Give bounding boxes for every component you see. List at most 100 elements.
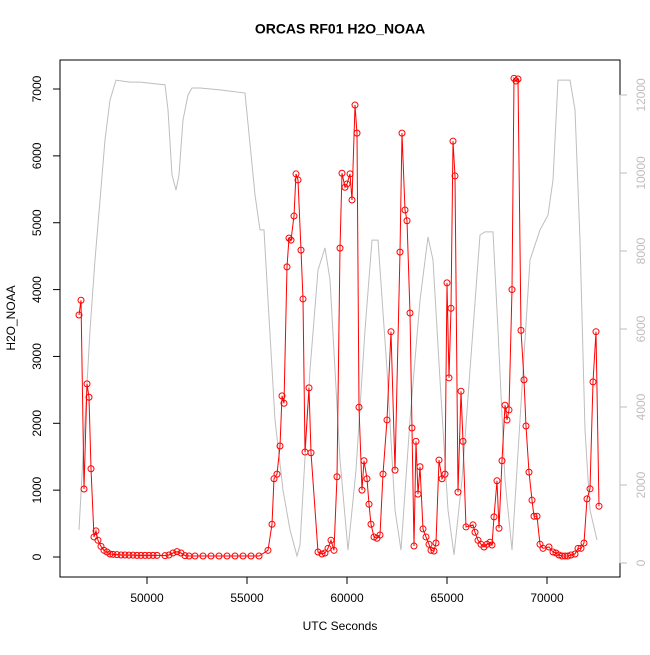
data-point <box>121 551 129 559</box>
y-axis-label: H2O_NOAA <box>4 285 18 350</box>
data-point <box>280 399 288 407</box>
data-point <box>106 550 114 558</box>
data-point <box>469 521 477 529</box>
data-point <box>129 551 137 559</box>
data-point <box>87 465 95 473</box>
data-point <box>161 552 169 560</box>
data-point <box>459 437 467 445</box>
data-point <box>505 406 513 414</box>
data-point <box>517 326 525 334</box>
data-point <box>391 466 399 474</box>
data-point <box>383 416 391 424</box>
data-point <box>401 206 409 214</box>
data-point <box>360 457 368 465</box>
data-point <box>85 393 93 401</box>
data-point <box>223 552 231 560</box>
data-point <box>273 470 281 478</box>
y2-tick-label: 10000 <box>634 156 648 190</box>
data-point <box>324 544 332 552</box>
data-point <box>358 486 366 494</box>
data-point <box>355 403 363 411</box>
data-point <box>525 468 533 476</box>
data-point <box>416 463 424 471</box>
data-point <box>549 548 557 556</box>
data-point <box>443 279 451 287</box>
data-point <box>398 129 406 137</box>
data-point <box>592 328 600 336</box>
data-point <box>333 473 341 481</box>
data-point <box>498 457 506 465</box>
data-point <box>191 552 199 560</box>
data-point <box>255 552 263 560</box>
data-point <box>137 551 145 559</box>
data-point <box>595 502 603 510</box>
data-point <box>348 196 356 204</box>
data-point <box>533 512 541 520</box>
y-tick-label: 1000 <box>30 476 44 503</box>
data-point <box>343 180 351 188</box>
data-point <box>338 169 346 177</box>
data-point <box>231 552 239 560</box>
data-point <box>145 551 153 559</box>
data-point <box>294 176 302 184</box>
data-point <box>327 536 335 544</box>
x-tick-label: 70000 <box>530 591 564 605</box>
data-point <box>520 376 528 384</box>
y-tick-label: 4000 <box>30 276 44 303</box>
data-point <box>92 527 100 535</box>
y2-tick-label: 4000 <box>634 393 648 420</box>
data-point <box>318 550 326 558</box>
data-point <box>403 217 411 225</box>
data-point <box>408 424 416 432</box>
data-point <box>545 543 553 551</box>
data-point <box>432 539 440 547</box>
chart-title: ORCAS RF01 H2O_NOAA <box>255 21 425 37</box>
data-point <box>330 546 338 554</box>
data-point <box>412 437 420 445</box>
data-point <box>493 477 501 485</box>
data-point <box>307 449 315 457</box>
data-point <box>406 309 414 317</box>
y-tick-label: 3000 <box>30 343 44 370</box>
x-tick-label: 65000 <box>430 591 464 605</box>
y-tick-label: 2000 <box>30 410 44 437</box>
data-point <box>567 551 575 559</box>
data-point <box>109 550 117 558</box>
data-point <box>589 378 597 386</box>
data-point <box>488 541 496 549</box>
data-point <box>292 170 300 178</box>
data-point <box>471 528 479 536</box>
data-point <box>449 137 457 145</box>
data-point <box>278 392 286 400</box>
data-point <box>181 552 189 560</box>
y2-tick-label: 2000 <box>634 471 648 498</box>
x-axis-label: UTC Seconds <box>303 619 378 633</box>
data-point <box>422 533 430 541</box>
data-point <box>514 75 522 83</box>
data-point <box>414 490 422 498</box>
data-point <box>346 170 354 178</box>
data-point <box>353 129 361 137</box>
data-point <box>169 549 177 557</box>
data-point <box>336 244 344 252</box>
data-point <box>425 540 433 548</box>
x-tick-label: 60000 <box>330 591 364 605</box>
data-point <box>586 485 594 493</box>
data-point <box>287 236 295 244</box>
data-point <box>314 548 322 556</box>
data-point <box>207 552 215 560</box>
data-point <box>247 552 255 560</box>
data-point <box>583 495 591 503</box>
data-point <box>117 551 125 559</box>
data-point <box>94 536 102 544</box>
y-tick-label: 7000 <box>30 75 44 102</box>
data-point <box>199 552 207 560</box>
data-point <box>80 485 88 493</box>
data-point <box>363 475 371 483</box>
data-point <box>571 550 579 558</box>
data-point <box>441 470 449 478</box>
data-point <box>113 551 121 559</box>
data-point <box>564 552 572 560</box>
data-point <box>512 77 520 85</box>
